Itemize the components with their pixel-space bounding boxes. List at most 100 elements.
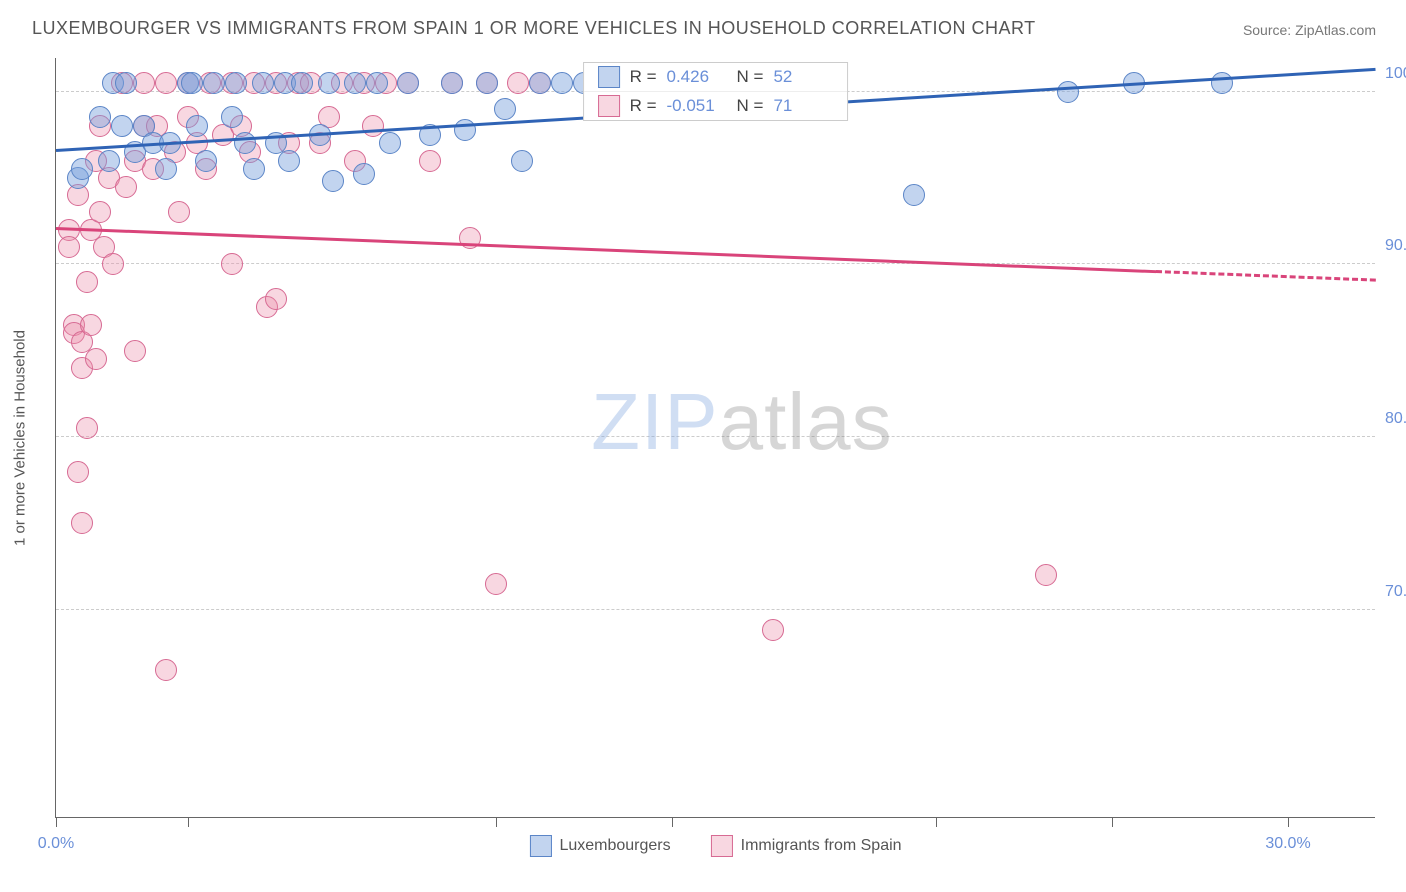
x-tick-label: 30.0% [1265, 835, 1310, 853]
source-prefix: Source: [1243, 22, 1295, 38]
scatter-point-series2 [265, 288, 287, 310]
scatter-point-series1 [379, 132, 401, 154]
scatter-point-series2 [762, 619, 784, 641]
correlation-row-2: R = -0.051 N = 71 [584, 91, 848, 120]
n-value: 52 [773, 67, 833, 87]
y-tick-label: 70.0% [1385, 583, 1406, 601]
r-value: -0.051 [667, 96, 727, 116]
scatter-point-series2 [155, 659, 177, 681]
chart-area: 1 or more Vehicles in Household 70.0%80.… [55, 58, 1375, 818]
scatter-point-series2 [58, 236, 80, 258]
x-tick [188, 817, 189, 827]
trend-line-series2-dashed [1156, 270, 1376, 282]
n-label: N = [737, 67, 764, 87]
scatter-point-series2 [80, 314, 102, 336]
scatter-point-series1 [454, 119, 476, 141]
scatter-point-series1 [511, 150, 533, 172]
n-value: 71 [773, 96, 833, 116]
scatter-point-series1 [344, 72, 366, 94]
scatter-point-series1 [181, 72, 203, 94]
scatter-point-series1 [353, 163, 375, 185]
scatter-point-series1 [98, 150, 120, 172]
scatter-point-series1 [186, 115, 208, 137]
x-tick [1112, 817, 1113, 827]
gridline [56, 436, 1375, 437]
scatter-point-series2 [507, 72, 529, 94]
correlation-row-1: R = 0.426 N = 52 [584, 63, 848, 91]
scatter-point-series2 [362, 115, 384, 137]
scatter-point-series1 [155, 158, 177, 180]
scatter-point-series2 [85, 348, 107, 370]
x-tick [496, 817, 497, 827]
scatter-point-series1 [476, 72, 498, 94]
scatter-point-series1 [243, 158, 265, 180]
scatter-point-series1 [115, 72, 137, 94]
scatter-point-series1 [89, 106, 111, 128]
x-tick [672, 817, 673, 827]
legend-label: Immigrants from Spain [741, 837, 902, 855]
source-attribution: Source: ZipAtlas.com [1243, 22, 1376, 38]
scatter-point-series2 [419, 150, 441, 172]
scatter-point-series2 [124, 340, 146, 362]
gridline [56, 609, 1375, 610]
n-label: N = [737, 96, 764, 116]
scatter-point-series2 [168, 201, 190, 223]
swatch-series2 [598, 95, 620, 117]
swatch-series2 [711, 835, 733, 857]
y-tick-label: 80.0% [1385, 410, 1406, 428]
scatter-point-series2 [67, 461, 89, 483]
scatter-point-series1 [225, 72, 247, 94]
r-label: R = [630, 67, 657, 87]
scatter-point-series2 [71, 512, 93, 534]
scatter-point-series2 [102, 253, 124, 275]
source-link[interactable]: ZipAtlas.com [1295, 22, 1376, 38]
x-tick-label: 0.0% [38, 835, 74, 853]
scatter-point-series2 [115, 176, 137, 198]
correlation-legend: R = 0.426 N = 52 R = -0.051 N = 71 [583, 62, 849, 121]
scatter-point-series1 [1057, 81, 1079, 103]
x-tick [1288, 817, 1289, 827]
scatter-point-series1 [203, 72, 225, 94]
scatter-point-series2 [76, 417, 98, 439]
scatter-point-series1 [291, 72, 313, 94]
series-legend: Luxembourgers Immigrants from Spain [529, 835, 901, 857]
scatter-point-series1 [221, 106, 243, 128]
scatter-point-series2 [485, 573, 507, 595]
y-tick-label: 90.0% [1385, 237, 1406, 255]
legend-item-2: Immigrants from Spain [711, 835, 902, 857]
scatter-point-series2 [89, 201, 111, 223]
swatch-series1 [598, 66, 620, 88]
legend-label: Luxembourgers [559, 837, 670, 855]
plot-region: 70.0%80.0%90.0%100.0%0.0%30.0% [56, 58, 1375, 817]
gridline [56, 263, 1375, 264]
scatter-point-series1 [494, 98, 516, 120]
scatter-point-series1 [195, 150, 217, 172]
y-tick-label: 100.0% [1385, 65, 1406, 83]
legend-item-1: Luxembourgers [529, 835, 670, 857]
scatter-point-series1 [397, 72, 419, 94]
scatter-point-series1 [551, 72, 573, 94]
scatter-point-series2 [155, 72, 177, 94]
x-tick [56, 817, 57, 827]
y-axis-title: 1 or more Vehicles in Household [12, 330, 29, 546]
r-value: 0.426 [667, 67, 727, 87]
scatter-point-series1 [278, 150, 300, 172]
scatter-point-series2 [221, 253, 243, 275]
r-label: R = [630, 96, 657, 116]
scatter-point-series1 [1211, 72, 1233, 94]
swatch-series1 [529, 835, 551, 857]
chart-title: LUXEMBOURGER VS IMMIGRANTS FROM SPAIN 1 … [32, 18, 1036, 39]
scatter-point-series1 [322, 170, 344, 192]
scatter-point-series1 [366, 72, 388, 94]
scatter-point-series1 [318, 72, 340, 94]
scatter-point-series2 [1035, 564, 1057, 586]
scatter-point-series1 [441, 72, 463, 94]
scatter-point-series1 [903, 184, 925, 206]
x-tick [936, 817, 937, 827]
scatter-point-series1 [71, 158, 93, 180]
scatter-point-series1 [234, 132, 256, 154]
scatter-point-series2 [76, 271, 98, 293]
scatter-point-series1 [529, 72, 551, 94]
scatter-point-series1 [252, 72, 274, 94]
scatter-point-series1 [111, 115, 133, 137]
